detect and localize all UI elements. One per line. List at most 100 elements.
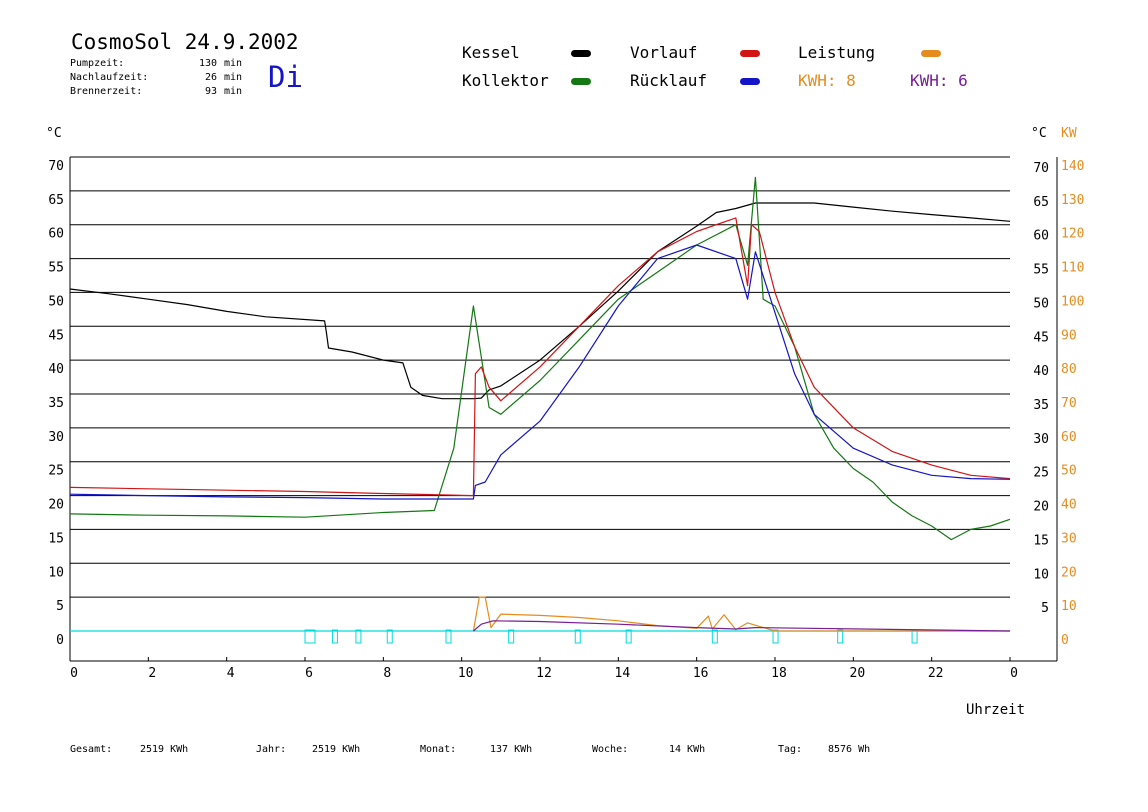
y-tick-label-right: 55 [1033,263,1049,278]
y-tick-label-kw: 10 [1061,599,1077,614]
y-tick-label-left: 50 [48,294,64,309]
y-tick-label-left: 55 [48,261,64,276]
footer-monat: Monat: 137 KWh [420,744,532,755]
pump-marker [574,629,581,644]
stat-pumpzeit: Pumpzeit: 130 min [70,58,242,69]
x-tick-label: 12 [536,666,552,681]
x-tick-label: 10 [458,666,474,681]
y-axis-label-right: °C [1031,126,1047,141]
weekday-label: Di [268,60,303,94]
y-tick-label-kw: 0 [1061,633,1069,648]
footer-tag: Tag: 8576 Wh [778,744,870,755]
y-axis-label-left: °C [46,126,62,141]
y-tick-label-right: 70 [1033,161,1049,176]
chart-axes [69,157,1058,662]
footer-value: 14 KWh [669,744,706,755]
footer-gesamt: Gesamt: 2519 KWh [70,744,188,755]
chart-grid [70,156,1010,598]
legend-kessel-label: Kessel [462,43,520,62]
stat-value: 26 [204,72,217,83]
y-tick-label-kw: 70 [1061,396,1077,411]
footer-value: 2519 KWh [140,744,189,755]
pump-marker [508,629,515,644]
y-tick-label-kw: 110 [1061,261,1084,276]
x-tick-label: 20 [850,666,866,681]
y-tick-label-right: 25 [1033,466,1049,481]
y-tick-label-kw: 140 [1061,159,1084,174]
pump-marker [772,629,779,644]
stat-label: Brennerzeit: [70,86,143,97]
stat-unit: min [224,58,243,69]
y-tick-label-right: 65 [1033,195,1049,210]
legend-kollektor-swatch [571,78,591,85]
footer-label: Jahr: [256,744,287,755]
x-tick-label: 4 [227,666,235,681]
pump-marker [331,629,338,644]
y-tick-label-kw: 20 [1061,565,1077,580]
series-line-ruecklauf [69,244,1011,500]
legend-kwh-purple: KWH: 6 [910,71,968,90]
series-line-leistung [472,596,1010,632]
legend-kessel-swatch [571,50,591,57]
stat-value: 93 [204,86,217,97]
legend-kollektor-label: Kollektor [462,71,549,90]
y-tick-label-right: 60 [1033,229,1049,244]
y-tick-label-kw: 100 [1061,294,1084,309]
series-line-kessel [69,202,1011,400]
footer-value: 8576 Wh [828,744,871,755]
y-tick-label-right: 15 [1033,533,1049,548]
pump-marker [711,629,718,644]
stat-label: Pumpzeit: [70,58,125,69]
series-line-kollektor [69,176,1011,541]
pump-marker [837,629,844,644]
y-tick-label-right: 40 [1033,364,1049,379]
y-tick-label-kw: 60 [1061,430,1077,445]
stat-brennerzeit: Brennerzeit: 93 min [70,86,242,97]
pump-marker [304,629,316,644]
x-tick-label: 0 [1010,666,1018,681]
y-axis-label-kw: KW [1061,126,1077,141]
legend-ruecklauf-swatch [740,78,760,85]
legend-leistung-label: Leistung [798,43,876,62]
legend-vorlauf-label: Vorlauf [630,43,698,62]
pump-marker [386,629,393,644]
footer-label: Tag: [778,744,803,755]
y-tick-label-left: 70 [48,159,64,174]
y-tick-label-right: 5 [1041,601,1049,616]
y-tick-label-left: 20 [48,498,64,513]
stat-label: Nachlaufzeit: [70,72,149,83]
y-tick-label-kw: 40 [1061,498,1077,513]
footer-label: Woche: [592,744,629,755]
y-tick-label-kw: 130 [1061,193,1084,208]
y-tick-label-right: 35 [1033,398,1049,413]
x-tick-label: 8 [383,666,391,681]
chart-series [69,176,1011,644]
footer-value: 2519 KWh [312,744,361,755]
x-tick-label: 16 [693,666,709,681]
footer-value: 137 KWh [490,744,533,755]
y-tick-label-kw: 90 [1061,328,1077,343]
y-tick-label-left: 30 [48,430,64,445]
footer-label: Gesamt: [70,744,113,755]
stat-unit: min [224,86,243,97]
y-tick-label-left: 5 [56,599,64,614]
y-tick-label-left: 0 [56,633,64,648]
legend-vorlauf-swatch [740,50,760,57]
y-tick-label-left: 15 [48,531,64,546]
x-tick-label: 0 [70,666,78,681]
series-line-vorlauf [69,217,1011,497]
y-tick-label-left: 45 [48,328,64,343]
stat-value: 130 [198,58,217,69]
pump-marker [911,629,918,644]
y-tick-label-left: 40 [48,362,64,377]
x-tick-label: 18 [771,666,787,681]
y-tick-label-right: 10 [1033,567,1049,582]
chart-title: CosmoSol 24.9.2002 [71,30,299,54]
y-tick-label-right: 30 [1033,432,1049,447]
y-tick-label-left: 25 [48,464,64,479]
footer-label: Monat: [420,744,457,755]
x-axis-label: Uhrzeit [966,702,1026,718]
stat-nachlaufzeit: Nachlaufzeit: 26 min [70,72,242,83]
y-tick-label-left: 60 [48,227,64,242]
stat-unit: min [224,72,243,83]
